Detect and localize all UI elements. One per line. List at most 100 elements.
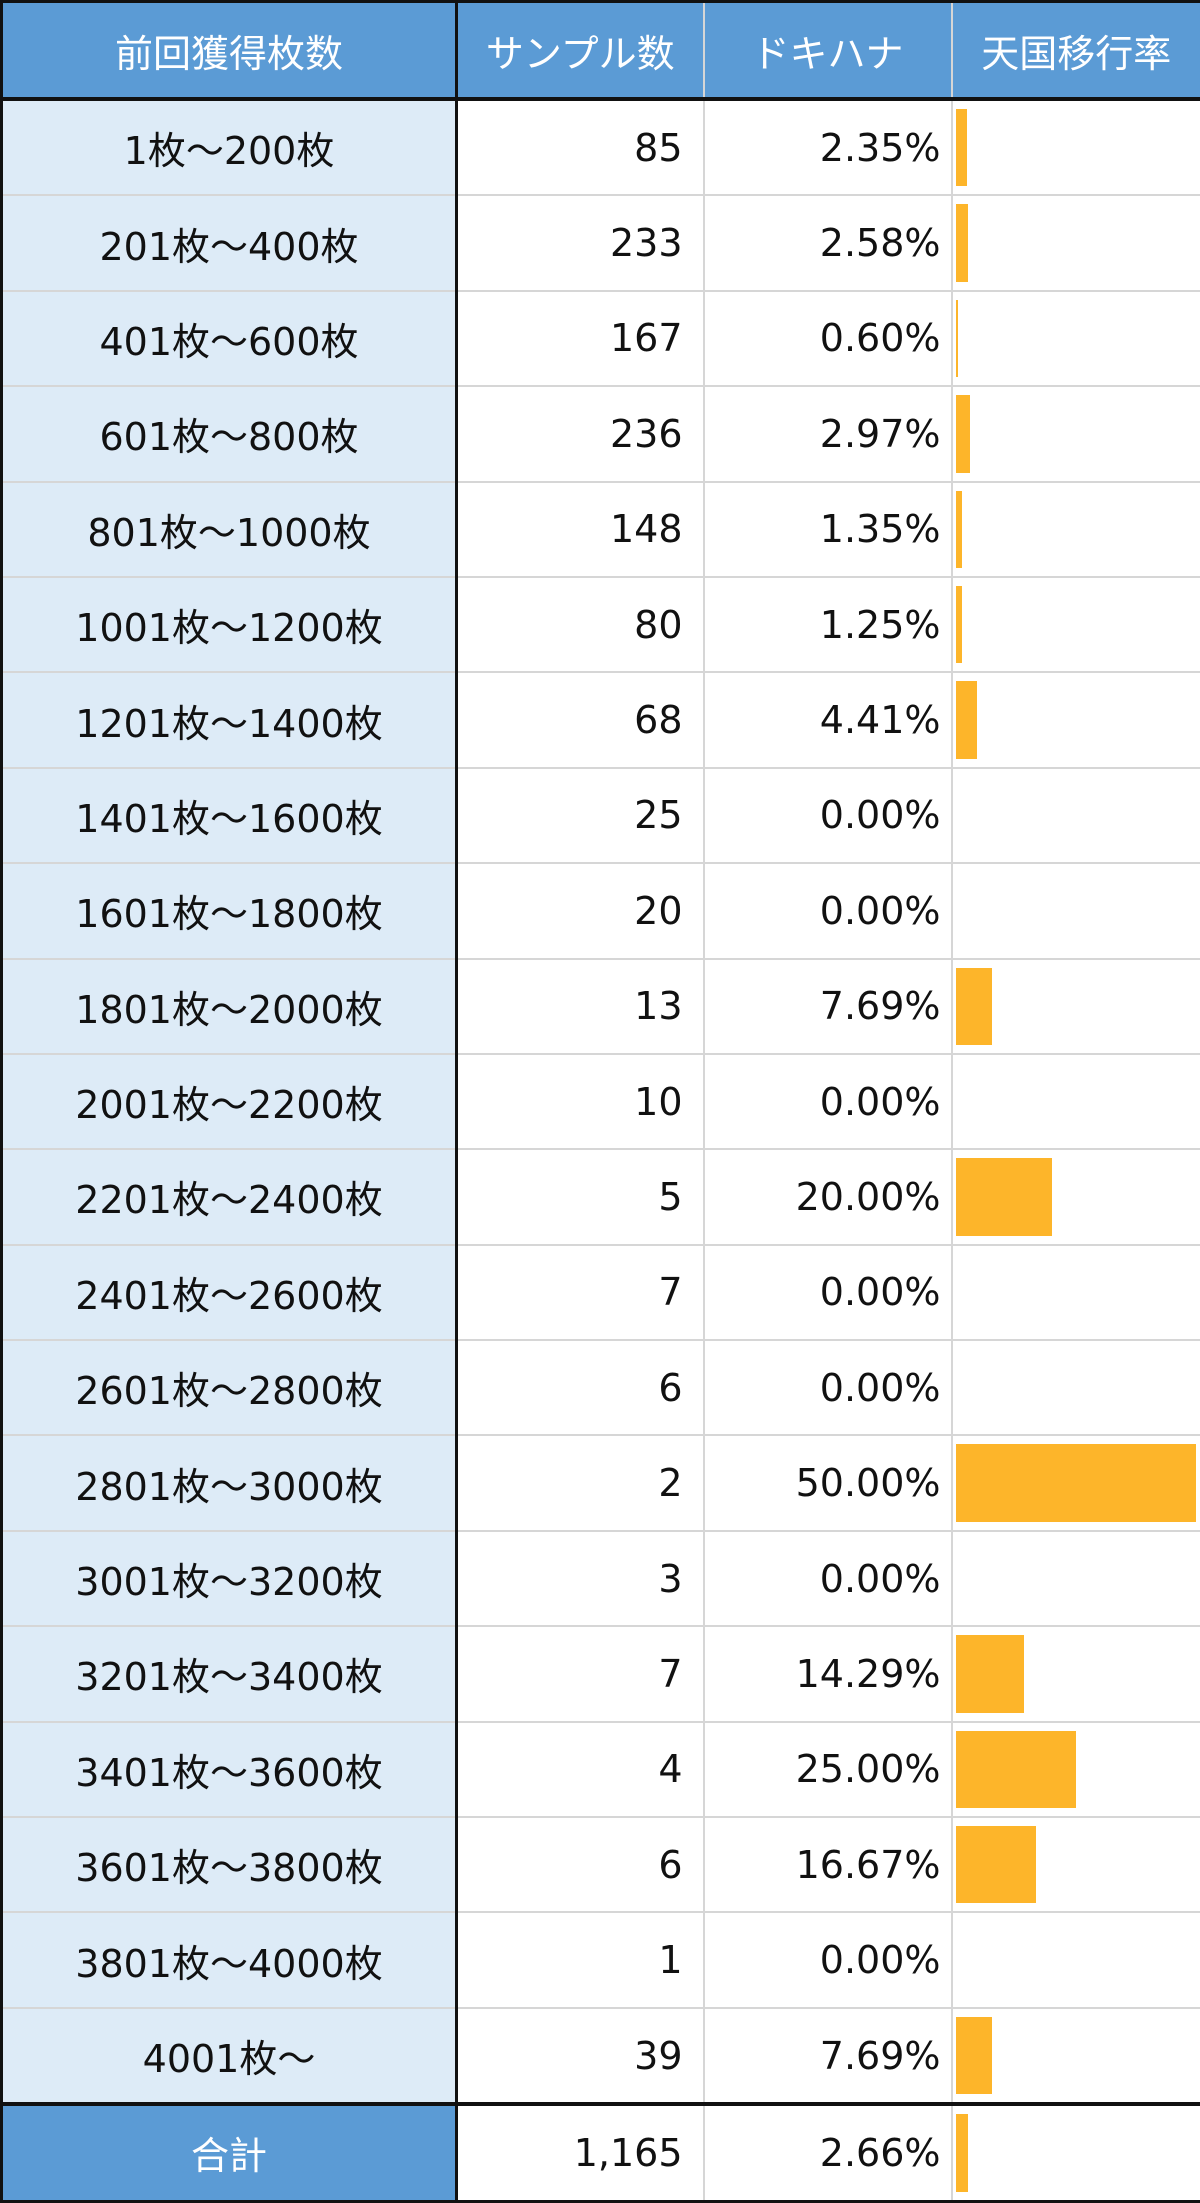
rate-cell: 2.58%	[704, 195, 952, 290]
rate-bar	[956, 300, 959, 377]
rate-cell: 20.00%	[704, 1149, 952, 1244]
rate-bar	[956, 2017, 993, 2094]
rate-bar	[956, 2114, 969, 2191]
header-row: 前回獲得枚数 サンプル数 ドキハナ 天国移行率	[2, 2, 1200, 100]
rate-bar	[956, 1158, 1052, 1235]
samples-cell: 1,165	[457, 2104, 704, 2201]
rate-bar-cell	[952, 1817, 1200, 1912]
samples-cell: 7	[457, 1245, 704, 1340]
range-cell: 2601枚～2800枚	[2, 1340, 457, 1435]
rate-cell: 0.00%	[704, 1912, 952, 2007]
samples-cell: 20	[457, 863, 704, 958]
samples-cell: 5	[457, 1149, 704, 1244]
rate-bar-cell	[952, 1435, 1200, 1530]
samples-cell: 4	[457, 1722, 704, 1817]
range-cell: 3001枚～3200枚	[2, 1531, 457, 1626]
rate-bar-cell	[952, 1149, 1200, 1244]
header-previous-medals: 前回獲得枚数	[2, 2, 457, 100]
rate-bar-cell	[952, 482, 1200, 577]
rate-bar-cell	[952, 1531, 1200, 1626]
range-cell: 1401枚～1600枚	[2, 768, 457, 863]
range-cell: 801枚～1000枚	[2, 482, 457, 577]
rate-cell: 0.00%	[704, 1245, 952, 1340]
rate-cell: 7.69%	[704, 2008, 952, 2104]
rate-bar-cell	[952, 2008, 1200, 2104]
range-cell: 4001枚～	[2, 2008, 457, 2104]
header-samples: サンプル数	[457, 2, 704, 100]
rate-cell: 14.29%	[704, 1626, 952, 1721]
rate-bar-cell	[952, 768, 1200, 863]
rate-cell: 16.67%	[704, 1817, 952, 1912]
samples-cell: 39	[457, 2008, 704, 2104]
range-cell: 201枚～400枚	[2, 195, 457, 290]
range-cell: 1801枚～2000枚	[2, 959, 457, 1054]
samples-cell: 6	[457, 1340, 704, 1435]
rate-cell: 0.00%	[704, 1054, 952, 1149]
range-cell: 2201枚～2400枚	[2, 1149, 457, 1244]
rate-cell: 0.00%	[704, 768, 952, 863]
rate-bar	[956, 491, 962, 568]
rate-cell: 1.35%	[704, 482, 952, 577]
samples-cell: 13	[457, 959, 704, 1054]
rate-bar-cell	[952, 2104, 1200, 2201]
samples-cell: 68	[457, 672, 704, 767]
rate-bar	[956, 1731, 1076, 1808]
rate-bar	[956, 1635, 1025, 1712]
range-cell: 401枚～600枚	[2, 291, 457, 386]
rate-bar	[956, 968, 993, 1045]
range-cell: 3801枚～4000枚	[2, 1912, 457, 2007]
rate-bar	[956, 395, 970, 472]
rate-cell: 2.66%	[704, 2104, 952, 2201]
rate-cell: 2.97%	[704, 386, 952, 481]
samples-cell: 2	[457, 1435, 704, 1530]
range-cell: 3601枚～3800枚	[2, 1817, 457, 1912]
rate-cell: 7.69%	[704, 959, 952, 1054]
rate-bar-cell	[952, 1054, 1200, 1149]
rate-bar	[956, 1444, 1196, 1521]
range-cell: 2001枚～2200枚	[2, 1054, 457, 1149]
rate-bar-cell	[952, 99, 1200, 195]
rate-cell: 0.00%	[704, 863, 952, 958]
rate-bar-cell	[952, 195, 1200, 290]
range-cell: 1枚～200枚	[2, 99, 457, 195]
samples-cell: 148	[457, 482, 704, 577]
samples-cell: 25	[457, 768, 704, 863]
range-cell: 2801枚～3000枚	[2, 1435, 457, 1530]
samples-cell: 233	[457, 195, 704, 290]
rate-cell: 4.41%	[704, 672, 952, 767]
samples-cell: 3	[457, 1531, 704, 1626]
rate-bar-cell	[952, 672, 1200, 767]
rate-bar-cell	[952, 1340, 1200, 1435]
range-cell: 2401枚～2600枚	[2, 1245, 457, 1340]
rate-bar-cell	[952, 1626, 1200, 1721]
header-dokihana: ドキハナ	[704, 2, 952, 100]
rate-bar-cell	[952, 386, 1200, 481]
rate-bar-cell	[952, 291, 1200, 386]
rate-bar-cell	[952, 577, 1200, 672]
rate-cell: 50.00%	[704, 1435, 952, 1530]
rate-bar-cell	[952, 1722, 1200, 1817]
range-cell: 3201枚～3400枚	[2, 1626, 457, 1721]
rate-bar	[956, 204, 968, 281]
range-cell: 3401枚～3600枚	[2, 1722, 457, 1817]
